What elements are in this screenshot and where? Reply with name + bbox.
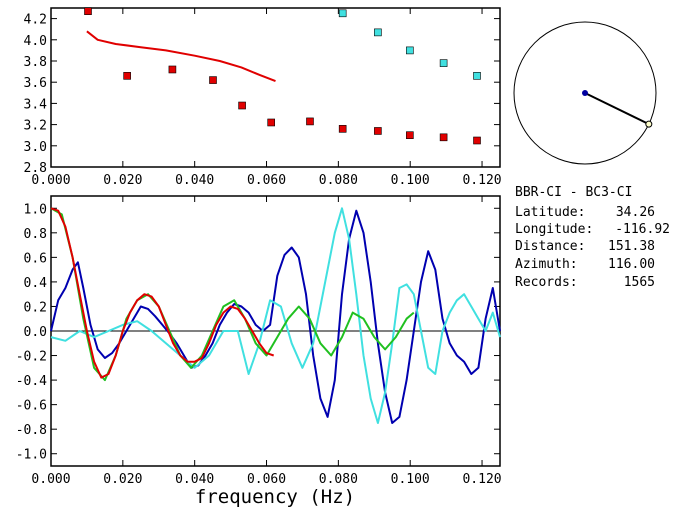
y-tick-label: 1.0 <box>24 202 47 217</box>
x-tick-label: 0.100 <box>391 173 430 188</box>
velocity-chart: 0.000 0.020 0.040 0.060 0.080 0.100 0.120 2.8 3.… <box>24 7 502 188</box>
correlation-chart: 0.000 0.020 0.040 0.060 0.080 0.100 0.120 1.0 0.… <box>16 195 502 508</box>
x-tick-label: 0.120 <box>462 173 501 188</box>
x-tick-label: 0.040 <box>175 173 214 188</box>
distance-label: Distance: <box>515 239 585 254</box>
y-tick-label: -0.4 <box>16 374 47 389</box>
x-tick-label: 0.120 <box>462 472 501 487</box>
latitude-label: Latitude: <box>515 205 585 220</box>
x-tick-label: 0.080 <box>319 173 358 188</box>
y-tick-label: 3.0 <box>24 140 47 155</box>
y-tick-label: 0.8 <box>24 227 47 242</box>
dial-center-dot <box>582 90 588 96</box>
data-point <box>439 59 448 67</box>
azimuth-dial-circle <box>513 21 657 165</box>
data-point <box>473 136 481 145</box>
data-point <box>306 117 314 126</box>
azimuth-value: 116.00 <box>608 257 655 272</box>
distance-value: 151.38 <box>608 239 655 254</box>
station-pair: BBR-CI - BC3-CI <box>515 185 632 200</box>
data-point <box>84 7 92 15</box>
azimuth-needle <box>584 92 650 126</box>
y-tick-label: 3.8 <box>24 55 47 70</box>
data-point <box>473 72 481 80</box>
x-tick-label: 0.100 <box>391 472 430 487</box>
data-point <box>168 65 177 74</box>
data-point <box>439 133 448 142</box>
y-tick-label: -0.8 <box>16 423 47 438</box>
y-tick-label: 0.6 <box>24 251 47 266</box>
x-tick-label: 0.020 <box>103 173 142 188</box>
x-tick-label: 0.060 <box>247 472 286 487</box>
azimuth-label: Azimuth: <box>515 257 578 272</box>
velocity-chart-series <box>84 7 481 145</box>
x-tick-label: 0.060 <box>247 173 286 188</box>
x-tick-label: 0.000 <box>31 173 70 188</box>
series-line-1 <box>50 207 501 424</box>
y-tick-label: 3.2 <box>24 119 47 134</box>
x-tick-label: 0.040 <box>175 472 214 487</box>
series-line-2 <box>50 207 415 382</box>
data-point <box>406 131 414 139</box>
data-point <box>338 125 347 133</box>
y-tick-label: 0.2 <box>24 300 47 315</box>
records-value: 1565 <box>624 275 655 290</box>
data-point <box>338 9 347 18</box>
y-tick-label: -0.2 <box>16 350 47 365</box>
velocity-chart-ticks: 0.000 0.020 0.040 0.060 0.080 0.100 0.120 2.8 3.… <box>24 8 502 188</box>
y-tick-label: -1.0 <box>16 448 47 463</box>
y-tick-label: -0.6 <box>16 399 47 414</box>
records-label: Records: <box>515 275 578 290</box>
y-tick-label: 4.0 <box>24 34 47 49</box>
azimuth-dial <box>513 21 657 165</box>
data-point <box>374 28 382 37</box>
data-point <box>209 76 217 84</box>
x-axis-label: frequency (Hz) <box>195 486 355 508</box>
data-point <box>123 72 131 80</box>
x-tick-label: 0.020 <box>103 472 142 487</box>
correlation-chart-series <box>50 207 501 424</box>
latitude-value: 34.26 <box>616 205 655 220</box>
data-point <box>406 46 414 55</box>
y-tick-label: 3.6 <box>24 76 47 91</box>
y-tick-label: 0.4 <box>24 276 48 291</box>
series-line-0 <box>50 209 501 424</box>
station-info: BBR-CI - BC3-CI Latitude: 34.26 Longitud… <box>515 185 670 290</box>
y-tick-label: 4.2 <box>24 13 47 28</box>
longitude-value: -116.92 <box>615 222 670 237</box>
longitude-label: Longitude: <box>515 222 593 237</box>
velocity-chart-frame <box>50 7 501 168</box>
correlation-chart-ticks: 0.000 0.020 0.040 0.060 0.080 0.100 0.120 1.0 0.… <box>16 196 502 487</box>
x-tick-label: 0.080 <box>319 472 358 487</box>
series-line-3 <box>50 207 275 379</box>
data-point <box>267 118 275 127</box>
x-tick-label: 0.000 <box>31 472 70 487</box>
dial-tip-marker <box>645 120 653 128</box>
data-point <box>238 101 246 110</box>
y-tick-label: 3.4 <box>24 97 48 112</box>
y-tick-label: 2.8 <box>24 161 47 176</box>
y-tick-label: 0.0 <box>24 325 47 340</box>
series-line-2 <box>86 30 276 83</box>
data-point <box>374 127 382 135</box>
